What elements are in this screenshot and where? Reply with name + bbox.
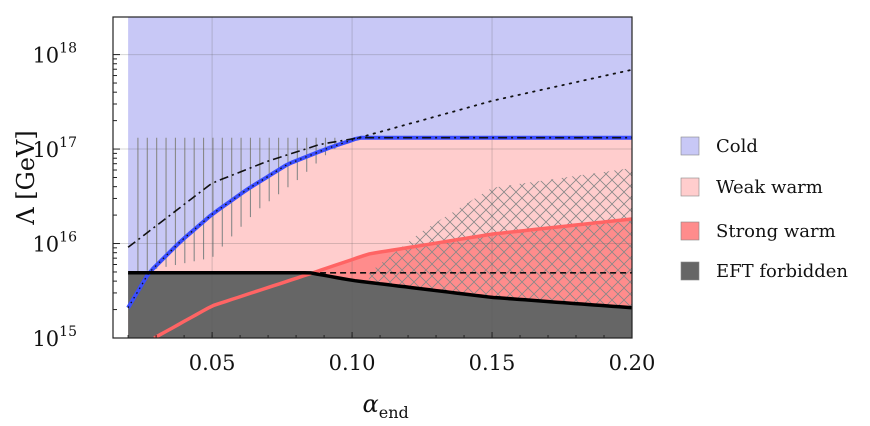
y-tick-label: 1018: [32, 41, 77, 68]
x-tick-label: 0.20: [609, 351, 656, 375]
y-tick-label: 1015: [32, 324, 77, 351]
x-tick-label: 0.10: [329, 351, 376, 375]
x-tick-label: 0.05: [189, 351, 236, 375]
legend-label: Strong warm: [716, 221, 836, 242]
y-axis-label: Λ [GeV]: [12, 130, 40, 225]
x-axis-label: αend: [363, 390, 409, 422]
legend-swatch-2: [680, 221, 700, 241]
strong-warm-boundary-line: [153, 217, 632, 338]
y-tick-label: 1016: [32, 230, 77, 257]
eft-boundary-line: [128, 271, 632, 310]
dotted-line-lower: [127, 137, 360, 309]
legend-label: Weak warm: [716, 177, 823, 198]
dash-dot-line: [127, 136, 632, 248]
legend-label: EFT forbidden: [716, 261, 848, 282]
x-tick-label: 0.15: [469, 351, 516, 375]
legend-swatch-3: [680, 261, 700, 281]
legend-label: Cold: [716, 136, 758, 157]
legend-swatch-1: [680, 177, 700, 197]
dotted-line: [358, 68, 632, 139]
eft-forbidden-region: [128, 272, 632, 338]
legend-swatch-0: [680, 136, 700, 156]
